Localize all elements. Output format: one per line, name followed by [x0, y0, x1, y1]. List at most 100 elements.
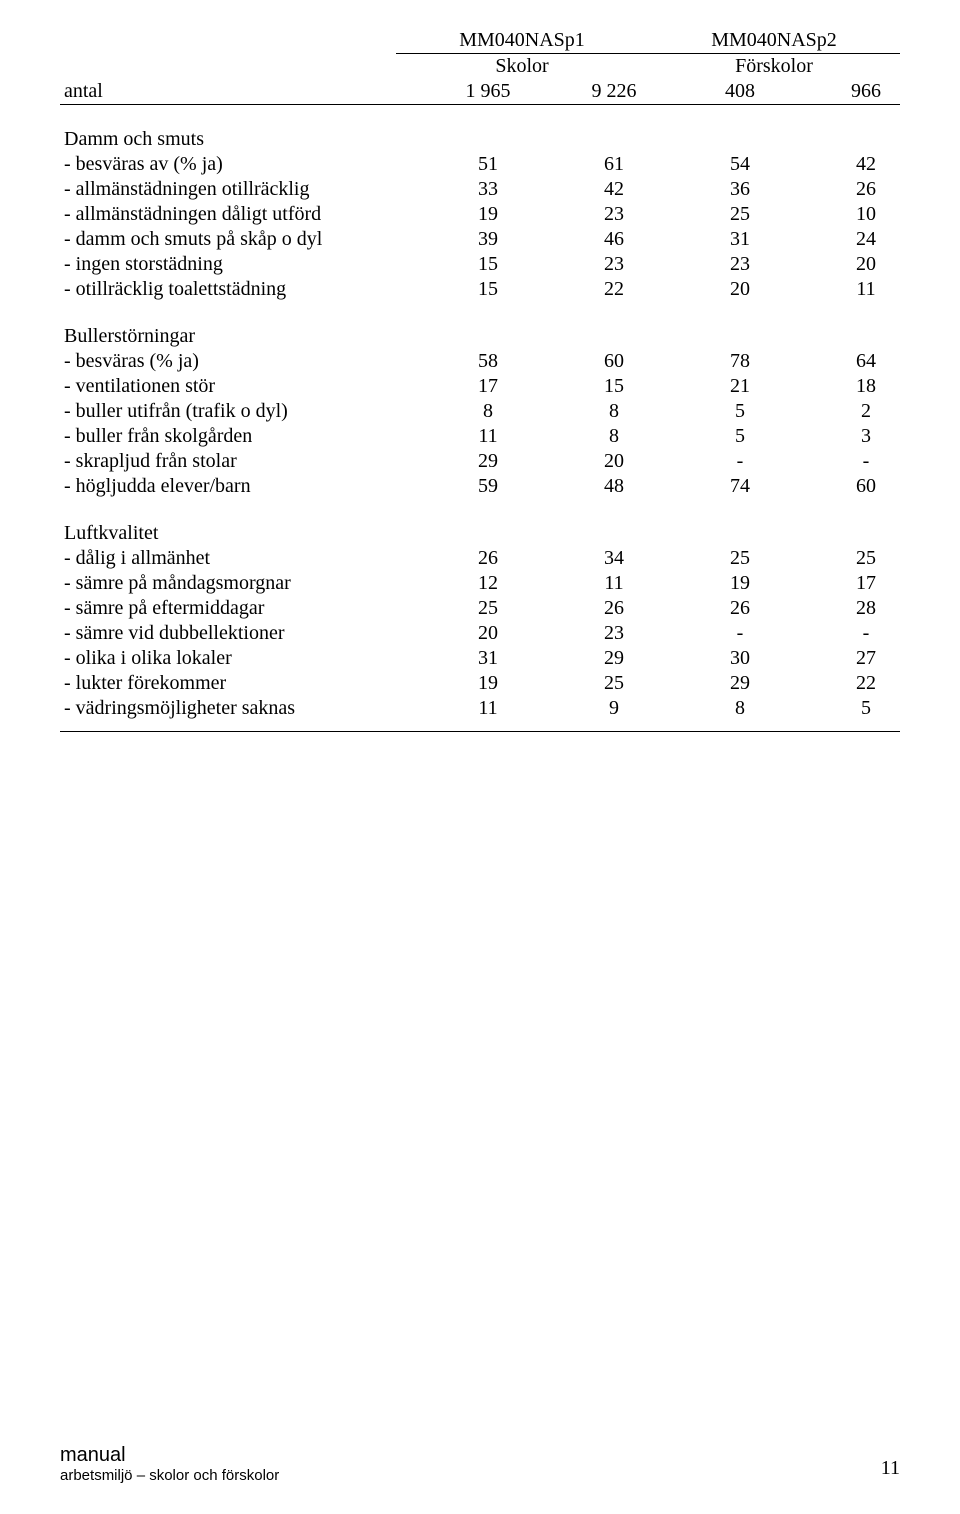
row-label: - buller från skolgården	[60, 424, 396, 449]
cell-value: -	[836, 621, 896, 646]
cell-value: 10	[836, 202, 896, 227]
cell-value: 23	[584, 202, 644, 227]
row-label: - ventilationen stör	[60, 374, 396, 399]
cell-value: 8	[458, 399, 518, 424]
cell-value: 12	[458, 571, 518, 596]
cell-value: 20	[458, 621, 518, 646]
antal-label: antal	[60, 79, 396, 105]
cell-value: 21	[710, 374, 770, 399]
row-label: - besväras (% ja)	[60, 349, 396, 374]
row-label: - allmänstädningen dåligt utförd	[60, 202, 396, 227]
table-row: - lukter förekommer19252922	[60, 671, 900, 696]
cell-value: 20	[710, 277, 770, 302]
page-number: 11	[881, 1457, 900, 1480]
cell-value: 61	[584, 152, 644, 177]
row-label: - allmänstädningen otillräcklig	[60, 177, 396, 202]
cell-value: 20	[584, 449, 644, 474]
cell-value: 34	[584, 546, 644, 571]
cell-value: 15	[458, 277, 518, 302]
row-label: - buller utifrån (trafik o dyl)	[60, 399, 396, 424]
cell-value: 15	[584, 374, 644, 399]
footer-line-2: arbetsmiljö – skolor och förskolor	[60, 1467, 900, 1484]
cell-value: 25	[458, 596, 518, 621]
table-row: - buller utifrån (trafik o dyl) 8 8 5 2	[60, 399, 900, 424]
cell-value: -	[710, 621, 770, 646]
section-title: Damm och smuts	[60, 127, 900, 152]
footer: manual arbetsmiljö – skolor och förskolo…	[60, 1444, 900, 1484]
cell-value: 31	[710, 227, 770, 252]
cell-value: 11	[458, 424, 518, 449]
section-title: Luftkvalitet	[60, 521, 900, 546]
cell-value: 23	[584, 252, 644, 277]
cell-value: 23	[584, 621, 644, 646]
table-row: - buller från skolgården11853	[60, 424, 900, 449]
cell-value: 29	[458, 449, 518, 474]
cell-value: 19	[458, 202, 518, 227]
row-label: - lukter förekommer	[60, 671, 396, 696]
cell-value: 23	[710, 252, 770, 277]
cell-value: 26	[584, 596, 644, 621]
spacer-row	[60, 302, 900, 324]
table-row: - ingen storstädning15232320	[60, 252, 900, 277]
cell-value: 59	[458, 474, 518, 499]
cell-value: 51	[458, 152, 518, 177]
row-label: - vädringsmöjligheter saknas	[60, 696, 396, 721]
row-label: - sämre vid dubbellektioner	[60, 621, 396, 646]
cell-value: 11	[458, 696, 518, 721]
header-group-1: MM040NASp1	[396, 28, 648, 54]
cell-value: 3	[836, 424, 896, 449]
cell-value: 17	[458, 374, 518, 399]
cell-value: 11	[836, 277, 896, 302]
cell-value: 28	[836, 596, 896, 621]
cell-value: -	[710, 449, 770, 474]
cell-value: 8	[710, 696, 770, 721]
table-row: - sämre på måndagsmorgnar12111917	[60, 571, 900, 596]
section-title-row: Bullerstörningar	[60, 324, 900, 349]
footer-line-1: manual	[60, 1444, 900, 1467]
table-row: - vädringsmöjligheter saknas11985	[60, 696, 900, 721]
row-label: - ingen storstädning	[60, 252, 396, 277]
table-row: - sämre vid dubbellektioner 20 23 - -	[60, 621, 900, 646]
row-label: - otillräcklig toalettstädning	[60, 277, 396, 302]
cell-value: 74	[710, 474, 770, 499]
cell-value: 25	[584, 671, 644, 696]
cell-value: 8	[584, 399, 644, 424]
table-row: - sämre på eftermiddagar25262628	[60, 596, 900, 621]
cell-value: 15	[458, 252, 518, 277]
bottom-rule	[60, 731, 900, 732]
row-label: - dålig i allmänhet	[60, 546, 396, 571]
table-row: - högljudda elever/barn59487460	[60, 474, 900, 499]
section-title-row: Damm och smuts	[60, 127, 900, 152]
cell-value: 26	[458, 546, 518, 571]
table-header-row-1: MM040NASp1 MM040NASp2	[60, 28, 900, 54]
cell-value: 42	[836, 152, 896, 177]
header-sub-1: Skolor	[396, 54, 648, 80]
row-label: - sämre på måndagsmorgnar	[60, 571, 396, 596]
table-row: - besväras av (% ja)51615442	[60, 152, 900, 177]
section-title: Bullerstörningar	[60, 324, 900, 349]
data-table: MM040NASp1 MM040NASp2 Skolor Förskolor a…	[60, 28, 900, 721]
cell-value: 22	[836, 671, 896, 696]
cell-value: 25	[710, 546, 770, 571]
cell-value: 42	[584, 177, 644, 202]
cell-value: 26	[836, 177, 896, 202]
cell-value: 9	[584, 696, 644, 721]
cell-value: 36	[710, 177, 770, 202]
table-row: - damm och smuts på skåp o dyl39463124	[60, 227, 900, 252]
cell-value: 64	[836, 349, 896, 374]
antal-val-0: 1 965	[458, 79, 518, 104]
table-row: - allmänstädningen otillräcklig33423626	[60, 177, 900, 202]
row-label: - sämre på eftermiddagar	[60, 596, 396, 621]
cell-value: 25	[710, 202, 770, 227]
cell-value: 39	[458, 227, 518, 252]
cell-value: 25	[836, 546, 896, 571]
cell-value: 8	[584, 424, 644, 449]
header-group-2: MM040NASp2	[648, 28, 900, 54]
cell-value: 5	[710, 399, 770, 424]
cell-value: 11	[584, 571, 644, 596]
cell-value: 19	[710, 571, 770, 596]
cell-value: 30	[710, 646, 770, 671]
cell-value: 29	[584, 646, 644, 671]
cell-value: 2	[836, 399, 896, 424]
table-row: - skrapljud från stolar2920--	[60, 449, 900, 474]
